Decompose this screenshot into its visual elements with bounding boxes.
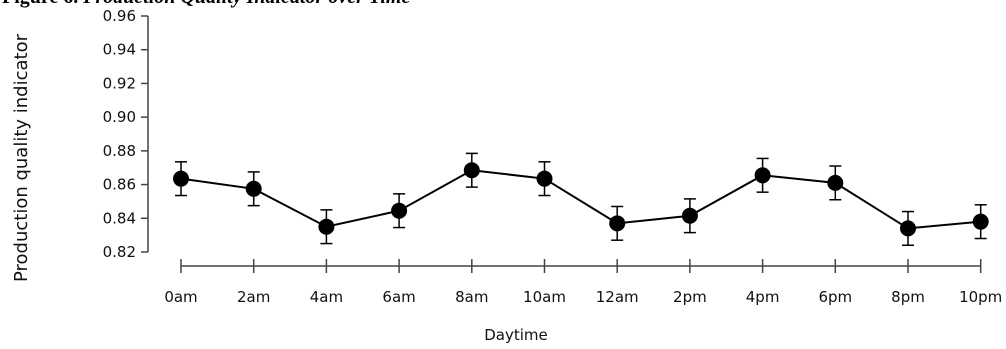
- y-tick-label: 0.90: [103, 108, 136, 126]
- data-point: [463, 162, 480, 179]
- x-tick-label: 4pm: [746, 288, 780, 306]
- x-tick-label: 8pm: [891, 288, 925, 306]
- y-tick-label: 0.92: [103, 74, 136, 92]
- figure-caption: Figure 6. Production Quality Indicator o…: [2, 0, 410, 9]
- data-point: [391, 202, 408, 219]
- data-point: [754, 167, 771, 184]
- x-tick-label: 8am: [455, 288, 488, 306]
- data-series: [173, 152, 989, 247]
- data-point: [173, 170, 189, 187]
- data-point: [318, 218, 335, 235]
- data-point: [827, 174, 844, 191]
- data-point: [972, 213, 989, 230]
- y-tick-label: 0.84: [103, 209, 136, 227]
- x-tick-label: 10am: [523, 288, 566, 306]
- x-tick-label: 2am: [237, 288, 270, 306]
- data-point: [245, 180, 262, 197]
- caption-text: Production Quality Indicator over Time: [83, 0, 410, 8]
- x-tick-label: 2pm: [673, 288, 707, 306]
- data-point: [609, 215, 626, 232]
- x-tick-label: 6pm: [818, 288, 852, 306]
- x-axis: 0am 2am 4am 6am 8am 10am 12am 2pm 4pm 6pm 8pm 10pm: [164, 259, 1002, 306]
- x-tick-label: 10pm: [959, 288, 1002, 306]
- y-tick-label: 0.86: [103, 176, 136, 194]
- x-tick-label: 4am: [310, 288, 343, 306]
- y-tick-label: 0.94: [103, 41, 136, 59]
- caption-prefix: Figure 6.: [2, 0, 78, 8]
- x-tick-label: 6am: [382, 288, 415, 306]
- x-tick-label: 0am: [164, 288, 197, 306]
- y-tick-label: 0.82: [103, 243, 136, 261]
- data-point: [900, 220, 916, 237]
- x-tick-label: 12am: [596, 288, 639, 306]
- data-point: [681, 207, 698, 224]
- y-tick-label: 0.96: [103, 7, 136, 25]
- series-line: [180, 169, 981, 230]
- y-axis-label: Production quality indicator: [11, 33, 32, 282]
- y-axis: 0.82 0.84 0.86 0.88 0.90 0.92 0.94 0.96: [103, 7, 149, 261]
- x-axis-label: Daytime: [484, 326, 548, 344]
- data-point: [536, 170, 553, 187]
- y-tick-label: 0.88: [103, 142, 136, 160]
